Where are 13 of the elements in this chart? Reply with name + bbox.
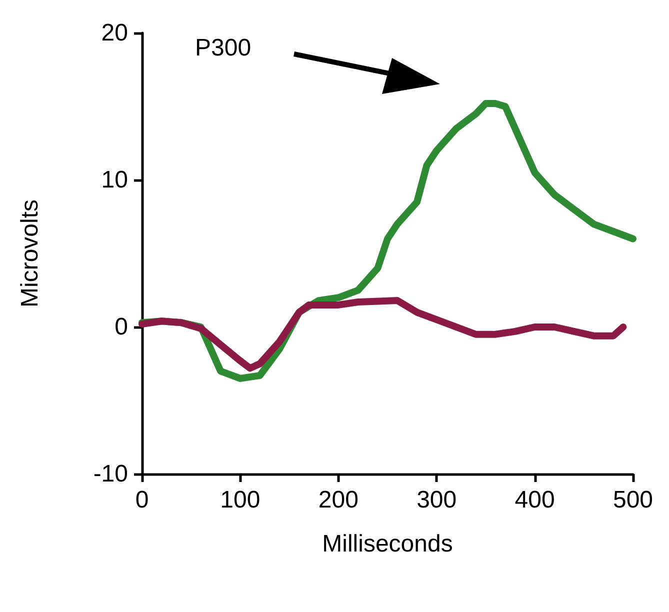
y-axis-title: Microvolts — [16, 199, 44, 308]
x-tick-label: 400 — [514, 486, 555, 514]
y-tick-label: 10 — [101, 166, 128, 194]
x-tick-label: 100 — [220, 486, 260, 514]
x-tick-label: 300 — [416, 486, 457, 514]
x-tick-label: 0 — [135, 486, 149, 514]
y-tick-label: 0 — [114, 314, 128, 340]
y-tick-label: -10 — [93, 460, 128, 488]
annotation: P300 — [195, 34, 252, 62]
x-tick-label: 500 — [612, 486, 654, 514]
x-axis-title: Milliseconds — [322, 530, 453, 558]
x-tick-label: 200 — [318, 486, 358, 514]
y-tick-label: 20 — [101, 20, 128, 46]
